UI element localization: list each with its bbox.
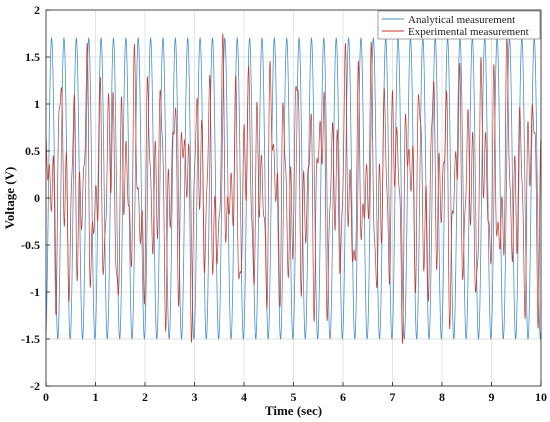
series-layer	[45, 33, 542, 344]
x-axis-label: Time (sec)	[265, 403, 322, 418]
y-axis-label: Voltage (V)	[2, 167, 17, 230]
y-tick-label: -0.5	[21, 238, 40, 252]
y-tick-label: -1	[30, 285, 40, 299]
y-tick-label: -2	[30, 379, 40, 393]
x-tick-label: 2	[142, 390, 148, 404]
x-tick-label: 8	[439, 390, 445, 404]
x-tick-label: 3	[192, 390, 198, 404]
ticks: 0 1 2 3 4 5 6 7 8 9 10 -2 -1.5 -1 -0.5 0 0.5 1 1.5 2	[21, 3, 547, 404]
x-tick-label: 1	[93, 390, 99, 404]
x-tick-label: 0	[43, 390, 49, 404]
legend: Analytical measurement Experimental meas…	[377, 10, 541, 40]
y-tick-label: 0	[34, 191, 40, 205]
x-tick-label: 4	[241, 390, 247, 404]
x-tick-label: 7	[390, 390, 396, 404]
y-tick-label: 0.5	[25, 144, 40, 158]
x-tick-label: 10	[535, 390, 547, 404]
y-tick-label: 2	[34, 3, 40, 17]
x-tick-label: 9	[489, 390, 495, 404]
series-line-experimental	[45, 33, 542, 344]
x-tick-label: 5	[291, 390, 297, 404]
x-tick-label: 6	[340, 390, 346, 404]
legend-box	[377, 10, 541, 40]
legend-label-experimental: Experimental measurement	[408, 26, 529, 38]
series-line-analytical	[45, 36, 542, 340]
y-tick-label: -1.5	[21, 332, 40, 346]
legend-label-analytical: Analytical measurement	[408, 14, 515, 26]
y-tick-label: 1	[34, 97, 40, 111]
y-tick-label: 1.5	[25, 50, 40, 64]
